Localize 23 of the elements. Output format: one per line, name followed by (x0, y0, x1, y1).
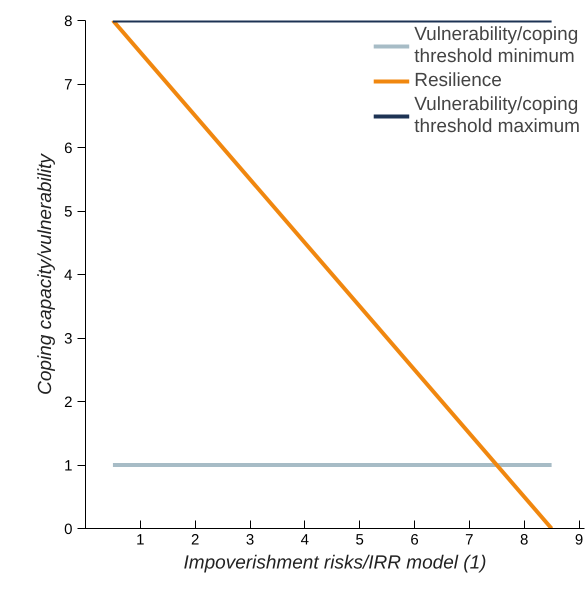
x-tick-label: 7 (465, 532, 474, 548)
legend-label: Vulnerability/coping threshold minimum (414, 24, 578, 68)
x-tick-label: 9 (574, 532, 584, 548)
y-tick-label: 0 (64, 521, 72, 538)
y-tick-label: 2 (64, 394, 72, 411)
y-tick-label: 7 (64, 76, 72, 94)
legend-label: Resilience (414, 70, 502, 92)
legend-label: Vulnerability/coping threshold maximum (414, 94, 580, 138)
y-tick-label: 3 (64, 330, 72, 348)
x-tick-label: 6 (410, 532, 419, 548)
x-tick-label: 2 (191, 532, 200, 548)
y-tick-label: 1 (64, 458, 72, 474)
x-axis-title: Impoverishment risks/IRR model (1) (183, 552, 487, 574)
y-tick-label: 4 (64, 267, 72, 284)
y-tick-label: 6 (64, 140, 72, 157)
y-tick-label: 5 (64, 204, 72, 220)
x-tick-label: 1 (136, 532, 145, 548)
x-tick-label: 5 (356, 532, 364, 548)
y-tick-label: 8 (64, 13, 72, 30)
y-axis-title: Coping capacity/vulnerability (35, 152, 56, 395)
x-tick-label: 8 (520, 532, 528, 548)
x-tick-label: 3 (246, 532, 254, 548)
x-tick-label: 4 (300, 532, 310, 548)
